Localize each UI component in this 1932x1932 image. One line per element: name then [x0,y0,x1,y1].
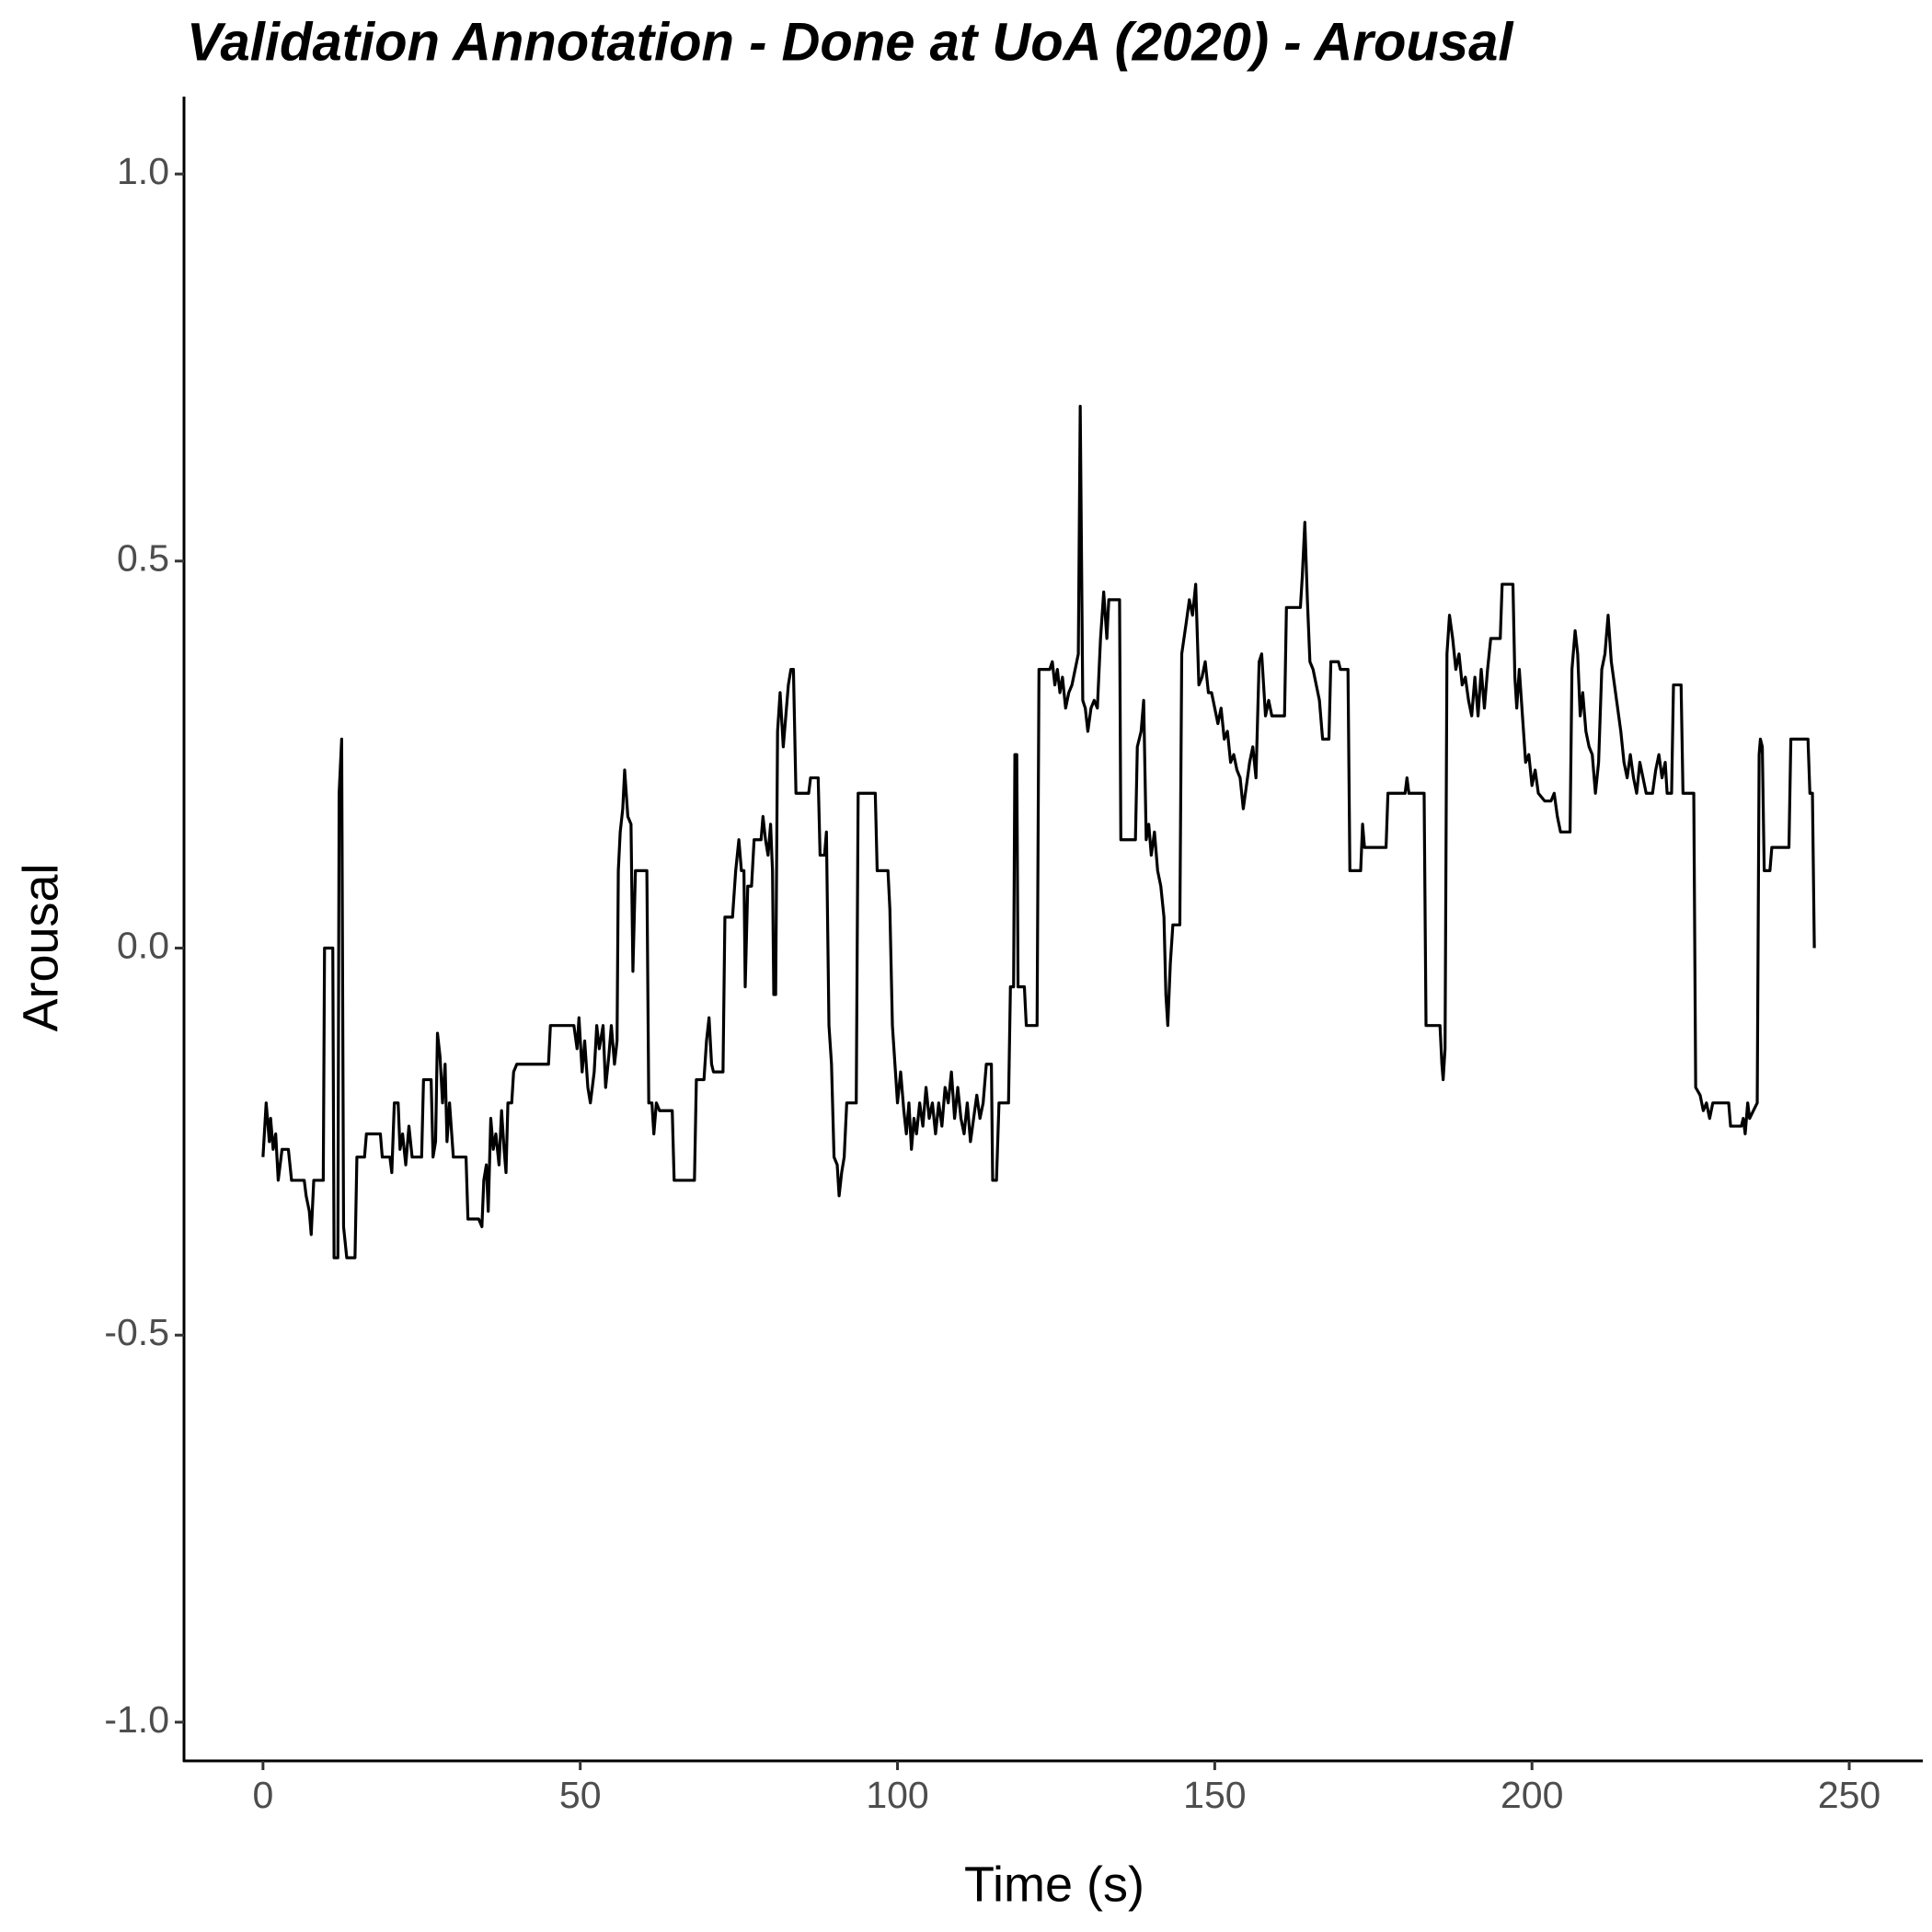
y-tick-label: 1.0 [117,150,169,192]
x-tick-label: 50 [559,1774,602,1816]
y-tick-label: 0.0 [117,924,169,966]
x-tick-label: 100 [866,1774,928,1816]
data-line [261,404,1816,1259]
x-tick-label: 200 [1501,1774,1563,1816]
y-axis-title: Arousal [13,863,68,1031]
chart-title: Validation Annotation - Done at UoA (202… [187,12,1514,72]
x-tick-label: 250 [1818,1774,1880,1816]
x-tick-label: 0 [252,1774,273,1816]
y-tick-label: -0.5 [104,1311,169,1353]
x-axis-title: Time (s) [964,1857,1144,1912]
y-tick-label: -1.0 [104,1698,169,1741]
x-tick-label: 150 [1183,1774,1246,1816]
y-tick-label: 0.5 [117,537,169,580]
